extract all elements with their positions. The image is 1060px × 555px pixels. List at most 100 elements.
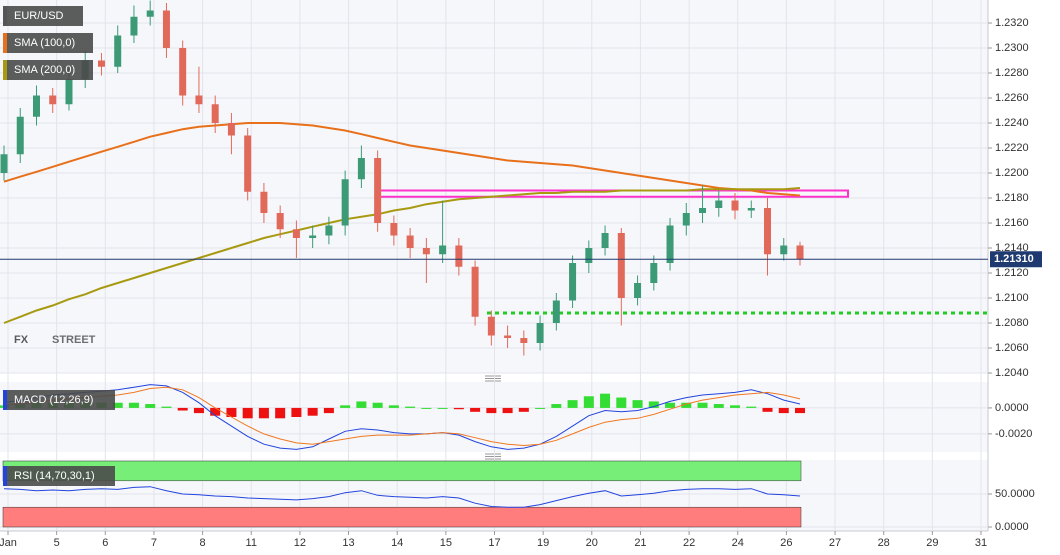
candle-body <box>569 263 577 301</box>
watermark: STREET <box>52 334 96 346</box>
histogram-bar <box>193 407 204 414</box>
candle-body <box>422 248 430 255</box>
histogram-bar <box>112 402 123 408</box>
histogram-bar <box>648 401 659 408</box>
histogram-bar <box>535 407 546 409</box>
histogram-bar <box>437 407 448 409</box>
candle-body <box>65 79 73 105</box>
panel-handle[interactable] <box>485 453 501 460</box>
candle-body <box>471 266 479 317</box>
histogram-bar <box>177 407 188 411</box>
candle-body <box>390 223 398 236</box>
candle-body <box>699 208 707 213</box>
candle-body <box>195 95 203 105</box>
candle-body <box>552 300 560 323</box>
plot-layer: Jan 5 6 7 8 11 12 13 14 15 17 19 20 21 22 24 26 27 28 29 31 1… <box>0 0 1042 549</box>
candle-body <box>162 10 170 48</box>
candle-body <box>650 263 658 283</box>
histogram-bar <box>421 407 432 409</box>
legend-box <box>3 390 115 410</box>
x-tick-label: 22 <box>683 537 695 549</box>
overbought-zone <box>2 460 802 482</box>
candle-body <box>292 229 300 238</box>
histogram-bar <box>795 407 805 414</box>
x-tick-label: 29 <box>926 537 938 549</box>
histogram-bar <box>258 407 269 419</box>
legend-box <box>3 60 93 80</box>
histogram-bar <box>323 407 334 414</box>
histogram-bar <box>307 407 318 416</box>
legend-swatch <box>3 60 7 80</box>
histogram-bar <box>161 406 172 408</box>
last-price-box <box>990 251 1042 268</box>
candle-body <box>455 245 463 267</box>
histogram-bar <box>713 404 724 408</box>
candle-body <box>682 213 690 226</box>
oversold-zone <box>2 506 802 528</box>
candle-body <box>49 95 57 105</box>
histogram-bar <box>762 407 773 412</box>
histogram-bar <box>340 405 351 408</box>
histogram-bar <box>778 407 789 414</box>
candle-body <box>244 135 252 192</box>
sma-line <box>3 122 801 197</box>
x-tick-label: 12 <box>294 537 306 549</box>
y-tick-label: 1.2200 <box>995 167 1029 179</box>
legend-swatch <box>3 390 7 410</box>
macd-line <box>3 386 801 447</box>
candle-body <box>179 48 187 96</box>
x-tick-label: 7 <box>151 537 157 549</box>
x-tick-label: 20 <box>586 537 598 549</box>
candle-body <box>666 225 674 263</box>
histogram-bar <box>551 404 562 408</box>
histogram-bar <box>470 407 481 412</box>
histogram-bar <box>600 393 611 408</box>
histogram-bar <box>502 407 513 414</box>
candle-body <box>32 95 40 117</box>
histogram-bar <box>665 402 676 408</box>
candle-body <box>487 316 495 336</box>
legend-box <box>3 466 115 486</box>
y-tick-label: -0.0020 <box>995 428 1032 440</box>
x-tick-label: 6 <box>102 537 108 549</box>
y-tick-label: 1.2060 <box>995 342 1029 354</box>
histogram-bar <box>291 407 302 417</box>
candle-body <box>585 248 593 263</box>
x-tick-label: 13 <box>342 537 354 549</box>
rsi-line <box>3 486 801 508</box>
candle-body <box>114 35 122 67</box>
histogram-bar <box>242 407 253 419</box>
candle-body <box>747 208 755 211</box>
x-tick-label: 15 <box>440 537 452 549</box>
x-tick-label: 14 <box>391 537 403 549</box>
histogram-bar <box>405 406 416 408</box>
candle-body <box>357 158 365 180</box>
candle-body <box>731 200 739 211</box>
y-tick-label: 1.2260 <box>995 92 1029 104</box>
histogram-bar <box>388 405 399 408</box>
x-tick-label: 17 <box>488 537 500 549</box>
candle-body <box>211 104 219 123</box>
legend-label: MACD (12,26,9) <box>14 394 93 406</box>
legend-swatch <box>3 6 7 26</box>
y-tick-label: 1.2140 <box>995 242 1029 254</box>
candle-body <box>227 123 235 136</box>
panel-handle[interactable] <box>485 375 501 382</box>
histogram-bar <box>697 402 708 408</box>
histogram-bar <box>356 401 367 408</box>
legend-label: RSI (14,70,30,1) <box>14 470 95 482</box>
x-tick-label: 31 <box>975 537 987 549</box>
histogram-bar <box>128 402 139 408</box>
candle-body <box>536 323 544 343</box>
histogram-bar <box>681 402 692 408</box>
watermark: FX <box>14 334 29 346</box>
y-tick-label: 1.2160 <box>995 217 1029 229</box>
y-tick-label: 1.2120 <box>995 267 1029 279</box>
candle-body <box>715 200 723 208</box>
candle-body <box>146 10 154 17</box>
x-tick-label: 8 <box>200 537 206 549</box>
legend-swatch <box>3 33 7 53</box>
candle-body <box>617 233 625 298</box>
histogram-bar <box>145 404 156 408</box>
